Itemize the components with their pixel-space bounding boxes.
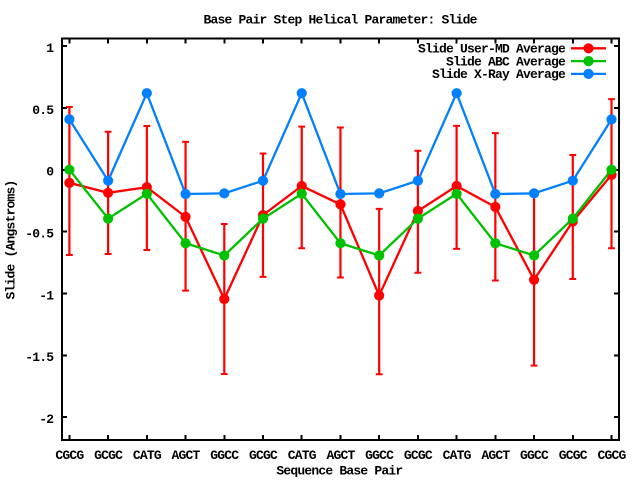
svg-text:GCGC: GCGC [404,448,433,463]
svg-text:GCGC: GCGC [559,448,588,463]
svg-text:AGCT: AGCT [481,448,510,463]
svg-text:GGCC: GGCC [210,448,239,463]
svg-text:Slide ABC Average: Slide ABC Average [446,54,566,69]
svg-text:-2: -2 [39,412,54,427]
svg-text:0: 0 [46,165,54,180]
svg-text:GGCC: GGCC [365,448,394,463]
svg-text:GGCC: GGCC [520,448,549,463]
svg-text:CGCG: CGCG [55,448,84,463]
svg-text:CATG: CATG [443,448,472,463]
svg-text:Slide X-Ray Average: Slide X-Ray Average [432,67,566,82]
svg-text:-0.5: -0.5 [25,227,54,242]
svg-text:Sequence Base Pair: Sequence Base Pair [276,464,402,479]
svg-text:-1: -1 [39,288,54,303]
svg-text:Slide (Angstroms): Slide (Angstroms) [4,180,19,299]
svg-text:CGCG: CGCG [597,448,626,463]
svg-text:1: 1 [46,41,54,56]
svg-text:Base Pair Step Helical Paramet: Base Pair Step Helical Parameter: Slide [204,12,478,27]
svg-text:GCGC: GCGC [249,448,278,463]
svg-text:Slide User-MD Average: Slide User-MD Average [418,42,566,57]
svg-text:GCGC: GCGC [94,448,123,463]
svg-text:0.5: 0.5 [32,103,54,118]
svg-text:-1.5: -1.5 [25,350,54,365]
svg-text:AGCT: AGCT [172,448,201,463]
svg-text:AGCT: AGCT [326,448,355,463]
svg-text:CATG: CATG [288,448,317,463]
svg-text:CATG: CATG [133,448,162,463]
